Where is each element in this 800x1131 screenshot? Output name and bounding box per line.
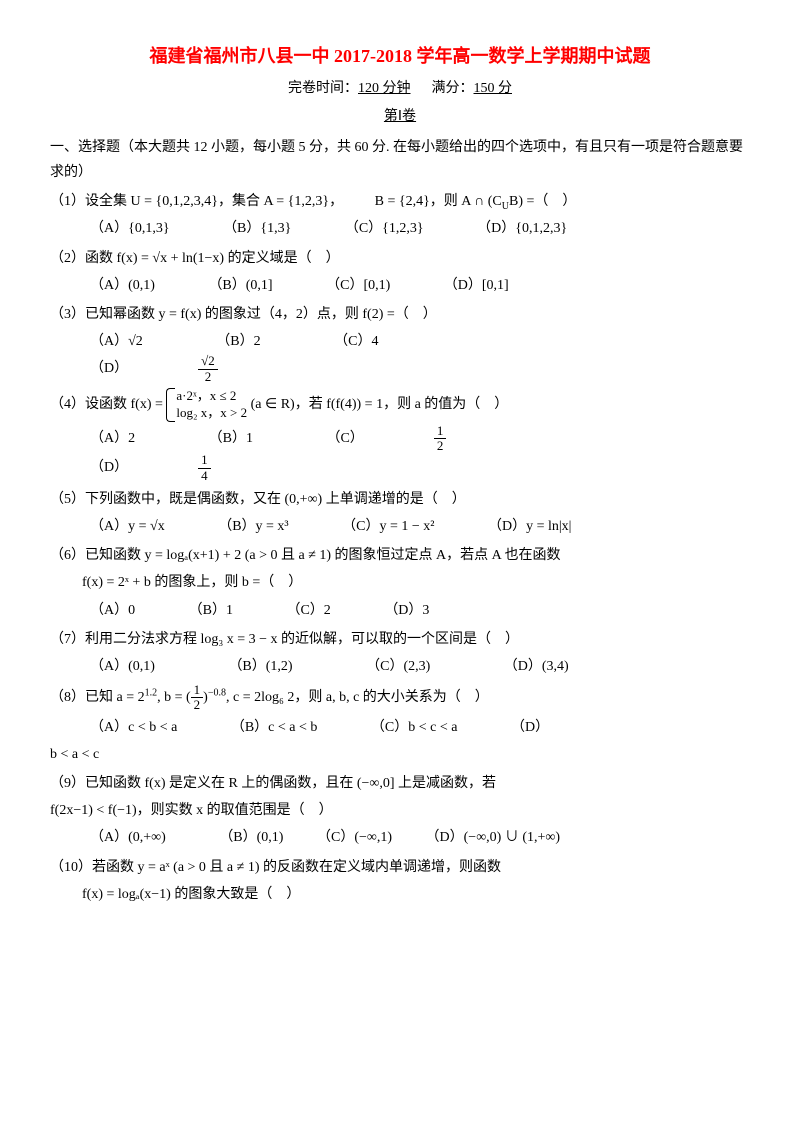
q8-half: 12 bbox=[191, 683, 204, 713]
q4-options: （A）2 （B）1 （C） 12 （D） 14 bbox=[90, 424, 750, 483]
question-7: （7）利用二分法求方程 log₃ x = 3 − x 的近似解，可以取的一个区间… bbox=[50, 627, 750, 652]
q2-opt-b: （B）(0,1] bbox=[208, 273, 272, 298]
q4-c-pre: （C） bbox=[326, 426, 363, 451]
time-value: 120 分钟 bbox=[358, 81, 411, 96]
section-heading: 一、选择题（本大题共 12 小题，每小题 5 分，共 60 分. 在每小题给出的… bbox=[50, 135, 750, 185]
q2-options: （A）(0,1) （B）(0,1] （C）[0,1) （D）[0,1] bbox=[90, 273, 750, 298]
q9-options: （A）(0,+∞) （B）(0,1) （C）(−∞,1) （D）(−∞,0) ∪… bbox=[90, 825, 750, 850]
q1-opt-c: （C）{1,2,3} bbox=[345, 216, 424, 241]
q1-opt-a: （A）{0,1,3} bbox=[90, 216, 170, 241]
q8-opt-b: （B）c < a < b bbox=[231, 715, 318, 740]
q6-opt-a: （A）0 bbox=[90, 598, 135, 623]
q2-opt-a: （A）(0,1) bbox=[90, 273, 155, 298]
q1-opt-d: （D）{0,1,2,3} bbox=[477, 216, 567, 241]
q5-opt-a: （A）y = √x bbox=[90, 514, 165, 539]
q6-stem2: f(x) = 2ˣ + b 的图象上，则 b =（ ） bbox=[82, 570, 750, 595]
question-5: （5）下列函数中，既是偶函数，又在 (0,+∞) 上单调递增的是（ ） bbox=[50, 487, 750, 512]
exam-title: 福建省福州市八县一中 2017-2018 学年高一数学上学期期中试题 bbox=[50, 40, 750, 72]
q2-opt-d: （D）[0,1] bbox=[444, 273, 509, 298]
question-1: （1）设全集 U = {0,1,2,3,4}，集合 A = {1,2,3}， B… bbox=[50, 189, 750, 214]
question-6: （6）已知函数 y = logₐ(x+1) + 2 (a > 0 且 a ≠ 1… bbox=[50, 543, 750, 568]
q4-opt-b: （B）1 bbox=[209, 426, 253, 451]
q6-opt-b: （B）1 bbox=[189, 598, 233, 623]
question-8: （8）已知 a = 21.2, b = (12)−0.8, c = 2log₆ … bbox=[50, 683, 750, 713]
q4-row1: a·2ˣ，x ≤ 2 bbox=[176, 388, 247, 405]
q3-opt-c: （C）4 bbox=[334, 329, 378, 354]
q8-mid1: , b = ( bbox=[157, 690, 191, 705]
q8-options: （A）c < b < a （B）c < a < b （C）b < c < a （… bbox=[90, 715, 750, 740]
q3-opt-a: （A）√2 bbox=[90, 329, 143, 354]
q3-d-pre: （D） bbox=[90, 356, 128, 381]
q4-post: (a ∈ R)，若 f(f(4)) = 1，则 a 的值为（ ） bbox=[251, 397, 509, 412]
q8-opt-d2: b < a < c bbox=[50, 742, 750, 767]
q7-opt-c: （C）(2,3) bbox=[366, 654, 430, 679]
q9-opt-c: （C）(−∞,1) bbox=[317, 825, 392, 850]
q5-opt-c: （C）y = 1 − x² bbox=[342, 514, 434, 539]
q9-stem2: f(2x−1) < f(−1)，则实数 x 的取值范围是（ ） bbox=[50, 798, 750, 823]
q8-exp1: 1.2 bbox=[145, 688, 158, 699]
q1-stem-a: （1）设全集 U = {0,1,2,3,4}，集合 A = {1,2,3}， bbox=[50, 194, 343, 209]
q10-stem2: f(x) = logₐ(x−1) 的图象大致是（ ） bbox=[82, 882, 750, 907]
q1-opt-b: （B）{1,3} bbox=[223, 216, 291, 241]
q1-stem-c: B) =（ ） bbox=[509, 194, 576, 209]
q3-d-frac: √22 bbox=[198, 354, 288, 384]
question-4: （4）设函数 f(x) = a·2ˣ，x ≤ 2 log₂ x，x > 2 (a… bbox=[50, 388, 750, 422]
q4-c-frac: 12 bbox=[434, 424, 517, 454]
time-label: 完卷时间： bbox=[288, 81, 358, 96]
q1-stem-b: B = {2,4}，则 A ∩ (C bbox=[375, 194, 502, 209]
q5-options: （A）y = √x （B）y = x³ （C）y = 1 − x² （D）y =… bbox=[90, 514, 750, 539]
q4-row2: log₂ x，x > 2 bbox=[176, 405, 247, 422]
q1-options: （A）{0,1,3} （B）{1,3} （C）{1,2,3} （D）{0,1,2… bbox=[90, 216, 750, 241]
full-label: 满分： bbox=[432, 81, 474, 96]
q4-piecewise: a·2ˣ，x ≤ 2 log₂ x，x > 2 bbox=[166, 388, 247, 422]
q8-opt-a: （A）c < b < a bbox=[90, 715, 177, 740]
q5-opt-b: （B）y = x³ bbox=[218, 514, 288, 539]
question-9: （9）已知函数 f(x) 是定义在 R 上的偶函数，且在 (−∞,0] 上是减函… bbox=[50, 771, 750, 796]
q8-opt-d: （D） bbox=[511, 715, 549, 740]
q7-opt-b: （B）(1,2) bbox=[228, 654, 292, 679]
q3-opt-b: （B）2 bbox=[216, 329, 260, 354]
q9-opt-b: （B）(0,1) bbox=[219, 825, 283, 850]
part-label: 第Ⅰ卷 bbox=[50, 104, 750, 129]
q4-d-frac: 14 bbox=[198, 453, 281, 483]
q2-opt-c: （C）[0,1) bbox=[326, 273, 390, 298]
question-10: （10）若函数 y = aˣ (a > 0 且 a ≠ 1) 的反函数在定义域内… bbox=[50, 855, 750, 880]
q8-opt-c: （C）b < c < a bbox=[371, 715, 458, 740]
q7-opt-a: （A）(0,1) bbox=[90, 654, 155, 679]
q6-opt-d: （D）3 bbox=[384, 598, 429, 623]
full-value: 150 分 bbox=[474, 81, 513, 96]
q8-pre: （8）已知 a = 2 bbox=[50, 690, 145, 705]
q8-exp2: −0.8 bbox=[208, 688, 226, 699]
q9-opt-a: （A）(0,+∞) bbox=[90, 825, 166, 850]
question-2: （2）函数 f(x) = √x + ln(1−x) 的定义域是（ ） bbox=[50, 246, 750, 271]
q4-opt-a: （A）2 bbox=[90, 426, 135, 451]
question-3: （3）已知幂函数 y = f(x) 的图象过（4，2）点，则 f(2) =（ ） bbox=[50, 302, 750, 327]
q8-mid3: , c = 2log₆ 2，则 a, b, c 的大小关系为（ ） bbox=[226, 690, 489, 705]
q7-opt-d: （D）(3,4) bbox=[504, 654, 569, 679]
q4-d-pre: （D） bbox=[90, 455, 128, 480]
q4-opt-c: （C） 12 bbox=[326, 424, 586, 454]
q6-options: （A）0 （B）1 （C）2 （D）3 bbox=[90, 598, 750, 623]
q6-opt-c: （C）2 bbox=[286, 598, 330, 623]
q4-opt-d: （D） 14 bbox=[90, 453, 351, 483]
q7-options: （A）(0,1) （B）(1,2) （C）(2,3) （D）(3,4) bbox=[90, 654, 750, 679]
q4-pre: （4）设函数 f(x) = bbox=[50, 397, 166, 412]
q1-sub-u: U bbox=[502, 201, 509, 212]
exam-meta: 完卷时间：120 分钟 满分：150 分 bbox=[50, 76, 750, 101]
q5-opt-d: （D）y = ln|x| bbox=[488, 514, 572, 539]
q9-opt-d: （D）(−∞,0) ∪ (1,+∞) bbox=[426, 825, 561, 850]
part-text: 第Ⅰ卷 bbox=[384, 109, 416, 124]
q3-opt-d: （D） √22 bbox=[90, 354, 358, 384]
q3-options: （A）√2 （B）2 （C）4 （D） √22 bbox=[90, 329, 750, 384]
